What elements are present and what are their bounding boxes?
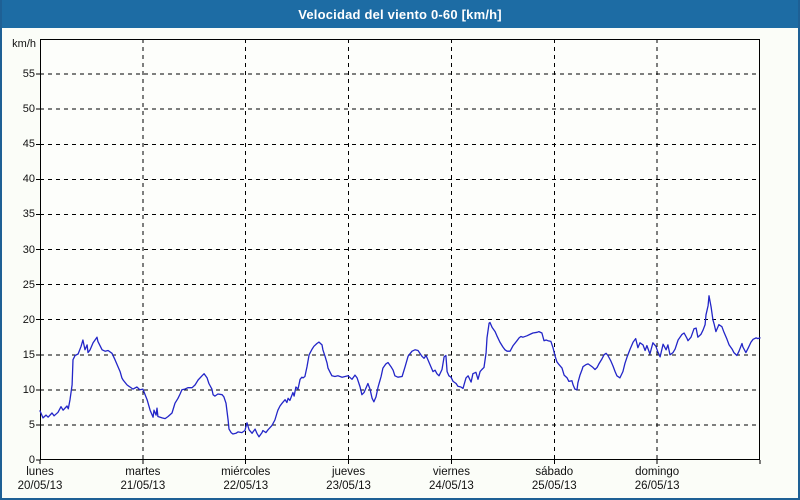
y-tick-label-15: 15 <box>22 348 35 361</box>
y-tick-label-10: 10 <box>22 383 35 396</box>
wind-speed-plot <box>36 39 761 464</box>
y-tick-label-20: 20 <box>22 313 35 326</box>
y-axis-unit-label: km/h <box>12 38 36 50</box>
x-date-label-7: 26/05/13 <box>634 480 680 492</box>
x-day-label-6: sábado <box>535 466 574 478</box>
y-tick-label-50: 50 <box>22 103 35 116</box>
y-tick-label-35: 35 <box>22 208 35 221</box>
x-date-label-5: 24/05/13 <box>429 480 474 492</box>
x-day-label-5: viernes <box>432 466 470 478</box>
chart-title: Velocidad del viento 0-60 [km/h] <box>298 6 502 22</box>
x-date-label-1: 20/05/13 <box>17 480 63 492</box>
y-tick-label-30: 30 <box>22 243 35 256</box>
x-date-label-6: 25/05/13 <box>531 480 577 492</box>
x-day-label-3: miércoles <box>221 466 271 478</box>
x-date-label-4: 23/05/13 <box>326 480 371 492</box>
y-tick-label-5: 5 <box>28 418 35 431</box>
y-tick-label-0: 0 <box>28 454 35 466</box>
x-day-label-4: jueves <box>331 466 366 478</box>
y-tick-label-25: 25 <box>22 278 35 291</box>
x-date-label-2: 21/05/13 <box>120 480 166 492</box>
x-day-label-1: lunes <box>26 466 54 478</box>
y-tick-label-55: 55 <box>22 68 35 81</box>
x-date-label-3: 22/05/13 <box>223 480 269 492</box>
x-day-label-2: martes <box>125 466 161 478</box>
chart-title-bar: Velocidad del viento 0-60 [km/h] <box>0 0 800 28</box>
y-tick-label-40: 40 <box>22 173 35 186</box>
y-tick-label-45: 45 <box>22 138 35 151</box>
wind-speed-line <box>39 295 761 438</box>
x-day-label-7: domingo <box>635 466 680 478</box>
